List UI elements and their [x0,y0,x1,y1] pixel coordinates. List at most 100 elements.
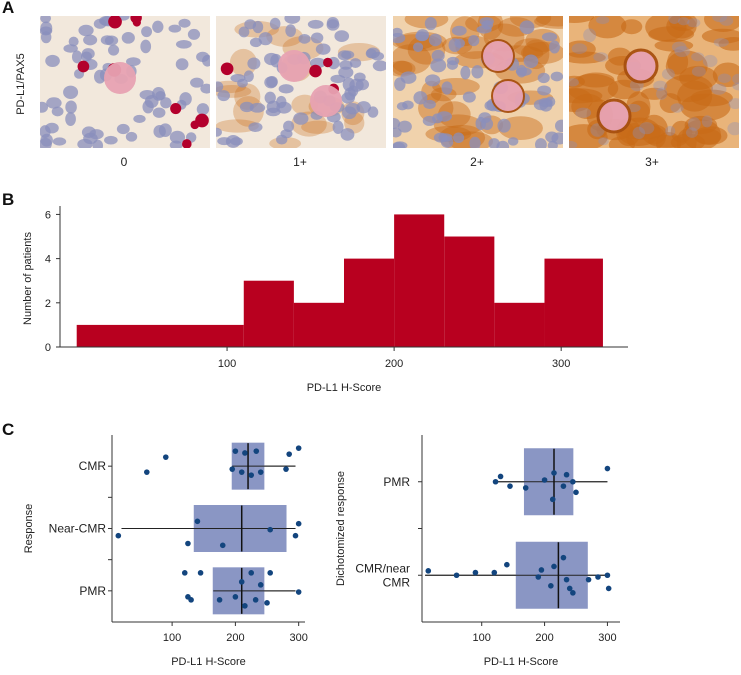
nucleus [40,31,52,44]
nucleus [415,31,429,42]
nucleus [355,78,370,91]
data-point [267,526,273,533]
nucleus [307,19,324,29]
membrane-stain [393,44,432,75]
data-point [573,489,579,496]
data-point [560,554,567,561]
nucleus [326,17,339,29]
nucleus [65,112,76,126]
membrane-stain [569,75,585,88]
nucleus [168,24,182,33]
x-axis-title: PD-L1 H-Score [484,656,559,668]
nucleus [687,18,701,28]
nucleus [422,115,436,126]
nucleus [337,50,352,61]
data-point [248,570,255,576]
nucleus [40,21,53,35]
nucleus [315,43,331,55]
reed-sternberg-cell [491,79,525,113]
data-point [253,448,260,454]
nucleus [549,40,560,54]
histology-tile-0 [40,16,210,148]
data-point [522,485,529,491]
panel-letter-c: C [2,420,15,439]
nucleus [216,127,222,137]
data-point [232,594,239,600]
membrane-stain [569,88,603,104]
data-point [548,583,554,589]
panel-letter-b: B [2,190,15,209]
membrane-stain [621,19,643,35]
data-point [162,454,169,460]
nucleus [462,91,476,103]
nucleus [593,52,609,62]
tile-label-1: 1+ [293,155,307,169]
data-point [538,567,545,573]
nucleus [175,39,192,49]
nucleus [94,69,106,84]
nucleus [431,49,445,62]
nucleus [460,65,471,80]
nucleus [83,132,98,145]
y-tick-label: 2 [45,298,51,310]
reed-sternberg-cell [310,85,342,117]
data-point [453,572,460,579]
nucleus [668,16,681,24]
nucleus [554,119,563,133]
nucleus [310,32,324,44]
nucleus [40,101,49,113]
membrane-stain [535,16,563,27]
reed-sternberg-cell [278,50,310,82]
nucleus [108,44,120,56]
pax5-nucleus [170,102,182,115]
membrane-stain [665,50,708,82]
data-point [238,579,245,585]
nucleus [178,18,191,28]
data-point [267,570,273,576]
data-point [248,472,255,478]
x-tick-label: 300 [289,632,307,644]
data-point [264,600,270,606]
nucleus [247,57,261,70]
nucleus [394,77,406,92]
nucleus [653,80,668,91]
nucleus [169,140,183,148]
nucleus [583,28,597,43]
nucleus [571,43,588,54]
nucleus [83,34,98,46]
nucleus [141,26,153,38]
nucleus [244,19,257,30]
nucleus [701,115,713,128]
membrane-stain [588,16,627,39]
nucleus [63,85,79,99]
nucleus [569,78,579,87]
category-label: PMR [383,475,410,489]
nucleus [200,83,210,94]
x-tick-label: 100 [163,632,181,644]
reed-sternberg-cell [104,62,136,94]
data-point [144,469,150,475]
data-point [242,450,248,456]
data-point [492,478,499,485]
nucleus [639,122,655,135]
data-point [563,471,570,478]
membrane-stain [534,16,563,29]
nucleus [523,54,539,68]
data-point [604,572,611,579]
nucleus [519,20,535,35]
data-point [181,570,188,576]
nucleus [428,33,442,47]
membrane-stain [513,38,550,57]
membrane-stain [234,83,261,110]
nucleus [674,46,690,58]
nucleus [338,66,354,79]
histogram-bar-7 [544,258,603,347]
pax5-nucleus [309,64,322,78]
histogram-chart: 0 2 4 6 100 200 300 PD-L1 H-Score Number of pati… [22,206,628,394]
membrane-stain [569,51,606,64]
nucleus [497,118,511,133]
nucleus [372,60,386,72]
nucleus [133,114,146,123]
data-point [257,582,264,588]
nucleus [424,16,437,31]
